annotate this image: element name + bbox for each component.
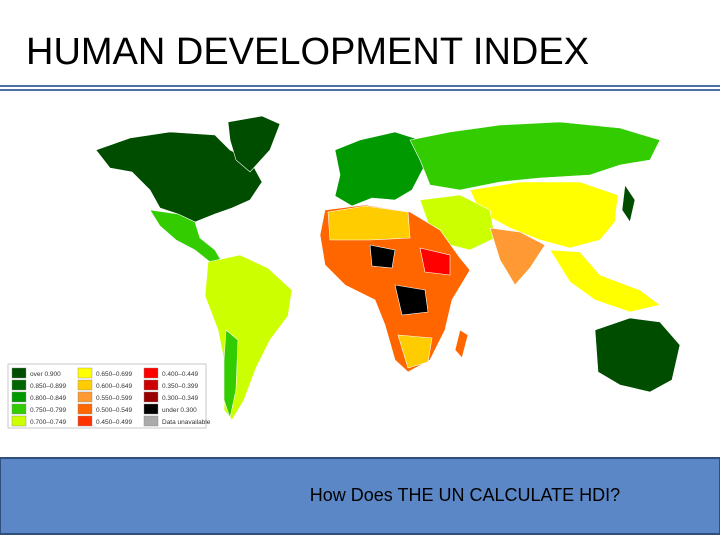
legend-swatch (77, 367, 93, 379)
legend-label: Data unavailable (162, 419, 211, 426)
central-africa (394, 284, 429, 316)
legend-label: 0.450–0.499 (96, 419, 133, 426)
legend-swatch (11, 415, 27, 427)
footer-text: How Does THE UN CALCULATE HDI? (310, 485, 620, 505)
legend-label: 0.850–0.899 (30, 383, 67, 390)
east-africa (419, 247, 451, 276)
chile-argentina (223, 329, 239, 420)
legend-swatch (143, 367, 159, 379)
world-map (80, 112, 700, 430)
europe (334, 131, 426, 207)
legend-swatch (77, 403, 93, 415)
north-america (95, 131, 263, 223)
legend: over 0.900 0.850–0.899 0.800–0.849 0.750–0.… (7, 363, 211, 429)
legend-swatch (143, 391, 159, 403)
legend-swatch (143, 415, 159, 427)
southeast-asia (549, 249, 661, 313)
legend-swatch (77, 379, 93, 391)
greenland (227, 115, 281, 173)
australia (594, 317, 681, 393)
sahel (369, 244, 396, 269)
legend-swatch (77, 415, 93, 427)
russia (409, 121, 661, 191)
legend-label: 0.600–0.649 (96, 383, 133, 390)
legend-label: 0.350–0.399 (162, 383, 199, 390)
legend-swatch (143, 403, 159, 415)
north-africa (327, 205, 411, 241)
legend-box (7, 363, 207, 429)
southern-africa (397, 334, 433, 369)
legend-label: 0.400–0.449 (162, 371, 199, 378)
legend-label: 0.800–0.849 (30, 395, 67, 402)
legend-label: 0.650–0.699 (96, 371, 133, 378)
legend-swatch (77, 391, 93, 403)
madagascar (454, 329, 469, 359)
legend-swatch (11, 391, 27, 403)
africa (319, 204, 471, 373)
legend-swatch (11, 367, 27, 379)
legend-label: 0.750–0.799 (30, 407, 67, 414)
legend-label: 0.300–0.349 (162, 395, 199, 402)
south-asia (489, 227, 546, 286)
legend-label: 0.500–0.549 (96, 407, 133, 414)
legend-label: 0.550–0.599 (96, 395, 133, 402)
legend-swatch (143, 379, 159, 391)
japan (621, 184, 636, 223)
legend-label: under 0.300 (162, 407, 197, 414)
legend-swatch (11, 403, 27, 415)
slide-title: HUMAN DEVELOPMENT INDEX (26, 31, 589, 73)
legend-label: over 0.900 (30, 371, 61, 378)
footer-box (0, 457, 720, 535)
east-asia (469, 181, 619, 249)
legend-swatch (11, 379, 27, 391)
legend-label: 0.700–0.749 (30, 419, 67, 426)
